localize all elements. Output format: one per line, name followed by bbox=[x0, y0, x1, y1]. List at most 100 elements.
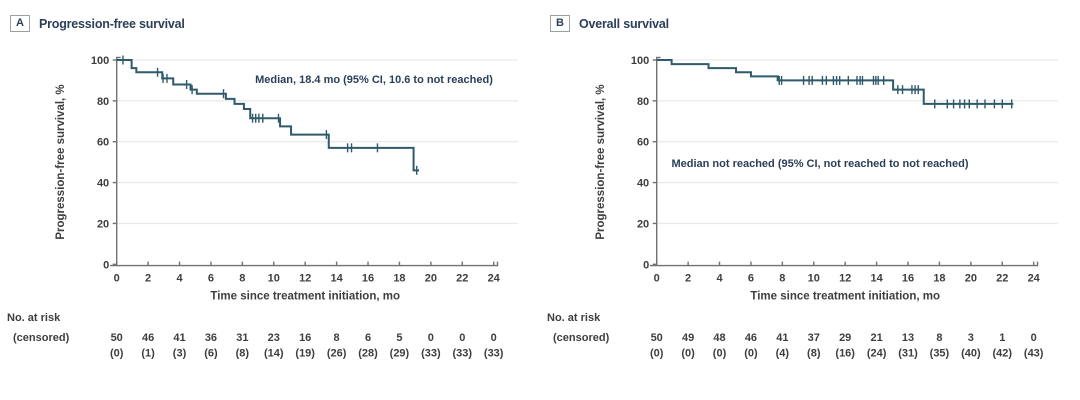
y-tick-label: 60 bbox=[97, 137, 109, 149]
at-risk-value: 48 bbox=[713, 332, 725, 344]
at-risk-value: 0 bbox=[491, 332, 497, 344]
x-tick-label: 0 bbox=[654, 273, 660, 285]
at-risk-value: 36 bbox=[205, 332, 217, 344]
x-tick-label: 10 bbox=[268, 273, 280, 285]
y-tick-label: 100 bbox=[631, 55, 649, 67]
median-annotation: Median not reached (95% CI, not reached … bbox=[671, 158, 968, 170]
x-tick-label: 0 bbox=[114, 273, 120, 285]
at-risk-value: 41 bbox=[173, 332, 185, 344]
y-tick-label: 60 bbox=[637, 137, 649, 149]
censored-value: (31) bbox=[898, 348, 918, 360]
at-risk-value: 37 bbox=[808, 332, 820, 344]
censored-value: (28) bbox=[358, 348, 378, 360]
y-tick-label: 0 bbox=[103, 259, 109, 271]
at-risk-value: 8 bbox=[334, 332, 340, 344]
at-risk-value: 29 bbox=[839, 332, 851, 344]
x-tick-label: 4 bbox=[716, 273, 723, 285]
x-tick-label: 14 bbox=[330, 273, 343, 285]
panel-a-header: A Progression-free survival bbox=[10, 15, 185, 32]
x-tick-label: 4 bbox=[176, 273, 183, 285]
at-risk-value: 41 bbox=[776, 332, 788, 344]
censored-value: (0) bbox=[110, 348, 124, 360]
x-tick-label: 16 bbox=[902, 273, 914, 285]
y-axis-title: Progression-free survival, % bbox=[595, 84, 607, 239]
censored-value: (40) bbox=[961, 348, 981, 360]
x-tick-label: 10 bbox=[808, 273, 820, 285]
censored-value: (26) bbox=[327, 348, 347, 360]
x-tick-label: 8 bbox=[779, 273, 785, 285]
at-risk-value: 8 bbox=[936, 332, 942, 344]
at-risk-value: 49 bbox=[682, 332, 694, 344]
censored-label: (censored) bbox=[13, 332, 70, 344]
panel-b-label-box: B bbox=[550, 15, 570, 32]
x-tick-label: 6 bbox=[208, 273, 214, 285]
censored-value: (0) bbox=[650, 348, 664, 360]
censored-value: (0) bbox=[681, 348, 695, 360]
y-tick-label: 20 bbox=[637, 218, 649, 230]
median-annotation: Median, 18.4 mo (95% CI, 10.6 to not rea… bbox=[255, 74, 493, 86]
censored-value: (24) bbox=[867, 348, 887, 360]
y-tick-label: 20 bbox=[97, 218, 109, 230]
censored-value: (43) bbox=[1024, 348, 1044, 360]
at-risk-value: 0 bbox=[1031, 332, 1037, 344]
y-tick-label: 100 bbox=[91, 55, 109, 67]
y-tick-label: 80 bbox=[637, 96, 649, 108]
censored-value: (3) bbox=[173, 348, 187, 360]
panel-progression-free-survival: A Progression-free survival 0 20 40 60 80 100… bbox=[7, 15, 518, 360]
panel-b-title: Overall survival bbox=[578, 16, 669, 31]
at-risk-value: 23 bbox=[268, 332, 280, 344]
at-risk-value: 13 bbox=[902, 332, 914, 344]
at-risk-value: 46 bbox=[142, 332, 154, 344]
y-tick-label: 0 bbox=[643, 259, 649, 271]
panel-b-header: B Overall survival bbox=[550, 15, 669, 32]
x-tick-label: 20 bbox=[425, 273, 437, 285]
x-tick-label: 20 bbox=[965, 273, 977, 285]
x-tick-label: 12 bbox=[839, 273, 851, 285]
x-tick-label: 18 bbox=[933, 273, 945, 285]
x-tick-label: 24 bbox=[1028, 273, 1041, 285]
at-risk-value: 5 bbox=[396, 332, 402, 344]
at-risk-value: 6 bbox=[365, 332, 371, 344]
x-tick-label: 2 bbox=[685, 273, 691, 285]
at-risk-value: 0 bbox=[428, 332, 434, 344]
censored-value: (16) bbox=[835, 348, 855, 360]
panel-a-label-box: A bbox=[10, 15, 30, 32]
x-tick-label: 6 bbox=[748, 273, 754, 285]
x-tick-label: 24 bbox=[488, 273, 501, 285]
x-tick-label: 16 bbox=[362, 273, 374, 285]
censored-value: (8) bbox=[236, 348, 250, 360]
y-axis-title: Progression-free survival, % bbox=[55, 84, 67, 239]
at-risk-label: No. at risk bbox=[547, 312, 601, 324]
at-risk-value: 21 bbox=[870, 332, 882, 344]
x-tick-label: 8 bbox=[239, 273, 245, 285]
at-risk-label: No. at risk bbox=[7, 312, 61, 324]
at-risk-value: 16 bbox=[299, 332, 311, 344]
x-tick-label: 22 bbox=[456, 273, 468, 285]
x-axis-title: Time since treatment initiation, mo bbox=[750, 291, 940, 303]
censored-value: (8) bbox=[807, 348, 821, 360]
x-tick-label: 22 bbox=[996, 273, 1008, 285]
x-tick-label: 18 bbox=[393, 273, 405, 285]
censored-value: (14) bbox=[264, 348, 284, 360]
censored-value: (42) bbox=[992, 348, 1012, 360]
censored-value: (33) bbox=[421, 348, 441, 360]
censored-value: (29) bbox=[390, 348, 410, 360]
panel-overall-survival: B Overall survival 0 20 40 60 80 100 0 2 4 6 8 10 12… bbox=[540, 0, 1080, 400]
panel-a-title: Progression-free survival bbox=[38, 16, 185, 31]
censored-value: (33) bbox=[452, 348, 472, 360]
censored-value: (35) bbox=[930, 348, 950, 360]
at-risk-value: 0 bbox=[459, 332, 465, 344]
y-tick-label: 40 bbox=[637, 178, 649, 190]
at-risk-value: 50 bbox=[111, 332, 123, 344]
at-risk-value: 46 bbox=[745, 332, 757, 344]
y-tick-label: 40 bbox=[97, 178, 109, 190]
at-risk-value: 1 bbox=[999, 332, 1005, 344]
km-curve bbox=[656, 59, 1014, 105]
at-risk-value: 3 bbox=[968, 332, 974, 344]
x-tick-label: 14 bbox=[870, 273, 883, 285]
censored-value: (33) bbox=[484, 348, 504, 360]
x-tick-label: 12 bbox=[299, 273, 311, 285]
censored-value: (0) bbox=[713, 348, 727, 360]
